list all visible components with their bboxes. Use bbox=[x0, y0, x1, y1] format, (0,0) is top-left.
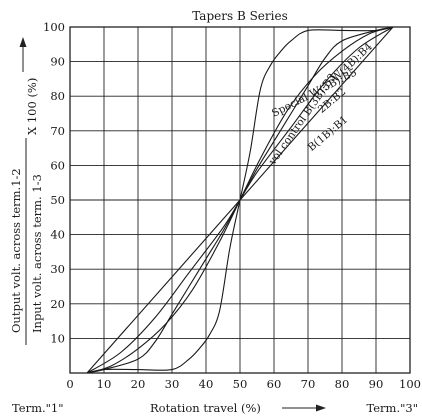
plot-frame bbox=[69, 26, 411, 374]
x-tick-label: 0 bbox=[66, 377, 73, 391]
x-axis-arrow-head bbox=[316, 404, 326, 412]
x-tick-label: 50 bbox=[233, 377, 248, 391]
x-tick-label: 100 bbox=[399, 377, 421, 391]
x-axis-end-left: Term."1" bbox=[12, 401, 64, 415]
y-tick-label: 30 bbox=[50, 262, 65, 276]
y-axis-label-factor: X 100 (%) bbox=[25, 78, 39, 135]
x-tick-label: 20 bbox=[131, 377, 146, 391]
x-tick-label: 30 bbox=[165, 377, 180, 391]
x-tick-label: 40 bbox=[199, 377, 214, 391]
x-tick-label: 70 bbox=[301, 377, 316, 391]
y-tick-labels: 10 20 30 40 50 60 70 80 90 100 bbox=[43, 20, 65, 345]
y-axis-arrow-head bbox=[19, 37, 27, 47]
y-tick-label: 20 bbox=[50, 297, 65, 311]
x-tick-label: 10 bbox=[97, 377, 112, 391]
y-axis-label-denominator: Input volt. across term. 1-3 bbox=[30, 174, 44, 333]
x-tick-label: 90 bbox=[369, 377, 384, 391]
x-axis-end-right: Term."3" bbox=[366, 401, 418, 415]
x-tick-labels: 0 10 20 30 40 50 60 70 80 90 100 bbox=[66, 377, 421, 391]
curve-label-5: B(1B):B1 bbox=[306, 114, 351, 154]
x-tick-label: 60 bbox=[267, 377, 282, 391]
curves bbox=[86, 26, 394, 374]
y-tick-label: 10 bbox=[50, 331, 65, 345]
x-axis-label: Rotation travel (%) bbox=[150, 401, 261, 415]
y-tick-label: 90 bbox=[50, 55, 65, 69]
y-tick-label: 70 bbox=[50, 124, 65, 138]
y-tick-label: 40 bbox=[50, 228, 65, 242]
y-tick-label: 50 bbox=[50, 193, 65, 207]
y-tick-label: 60 bbox=[50, 158, 65, 172]
series-line-5 bbox=[86, 26, 394, 374]
y-tick-label: 100 bbox=[43, 20, 65, 34]
chart-title: Tapers B Series bbox=[192, 9, 288, 23]
y-axis-label-numerator: Output volt. across term.1-2 bbox=[9, 168, 23, 333]
x-tick-label: 80 bbox=[335, 377, 350, 391]
y-tick-label: 80 bbox=[50, 89, 65, 103]
curve-label-3: vol control B(3B):B3 bbox=[266, 71, 339, 168]
